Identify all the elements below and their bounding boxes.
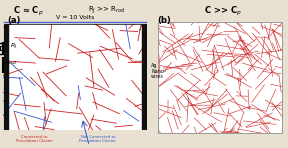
Text: R$_{rod}$: R$_{rod}$ [4,58,18,67]
Text: V = 10 Volts: V = 10 Volts [56,15,94,20]
Text: R$_J$ >> R$_{rod}$: R$_J$ >> R$_{rod}$ [88,4,126,16]
Text: C ≈ C$_p$: C ≈ C$_p$ [14,4,44,18]
Bar [141,24,146,130]
Text: R$_J$: R$_J$ [10,42,18,52]
Bar [0,46,3,50]
Text: Ag
Nano-
wires: Ag Nano- wires [151,63,166,79]
Text: Not Connected to
Percolation Cluster: Not Connected to Percolation Cluster [79,135,116,143]
Text: Connected to
Percolation Cluster: Connected to Percolation Cluster [16,135,53,143]
Text: (a): (a) [7,16,20,25]
Text: (b): (b) [157,16,171,25]
Bar [3,24,8,130]
Text: C >> C$_p$: C >> C$_p$ [204,4,242,18]
